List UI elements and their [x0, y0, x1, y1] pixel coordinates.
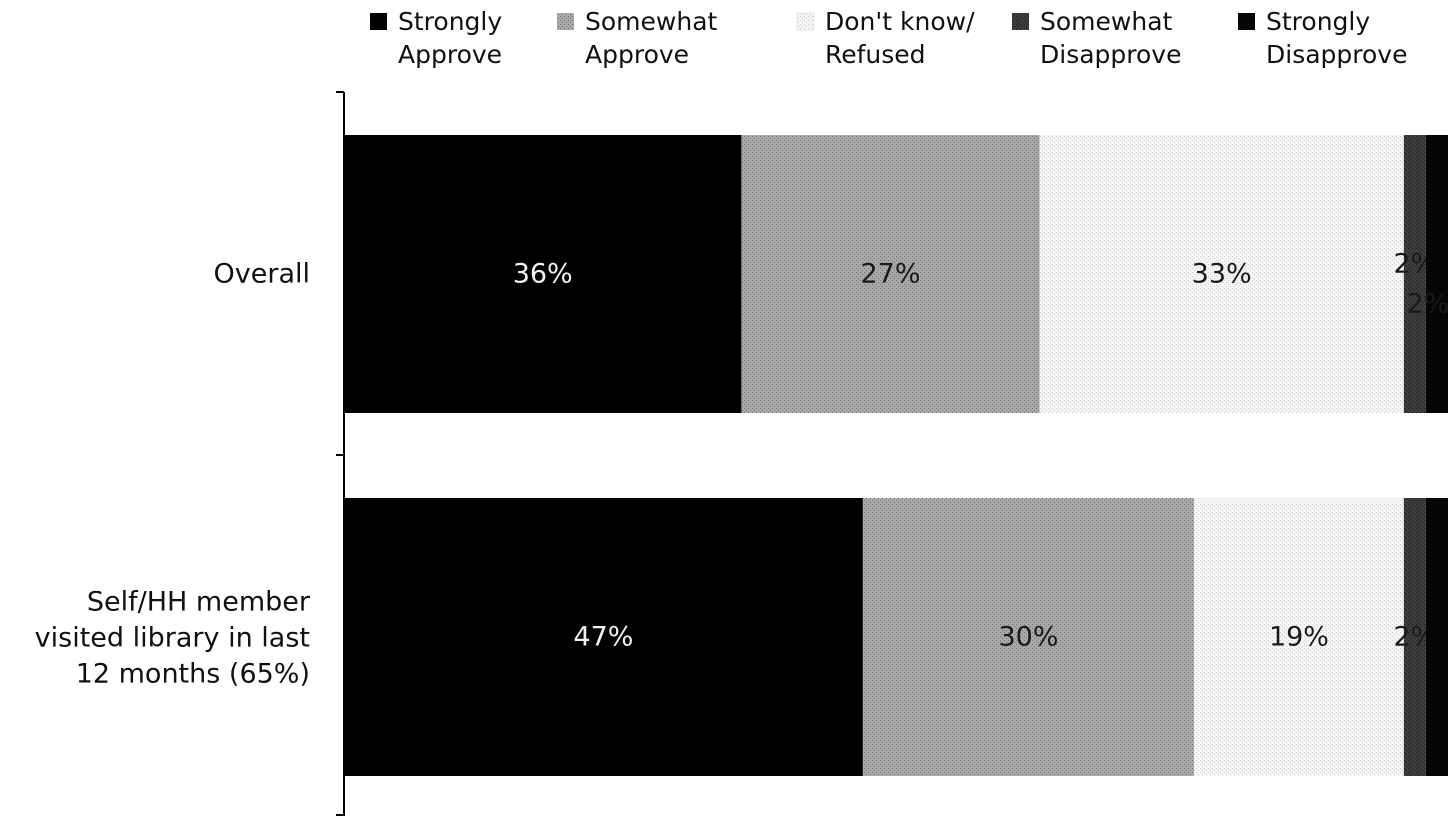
- data-label: 27%: [860, 259, 920, 290]
- category-axis: Overall Self/HH member visited library in …: [35, 91, 345, 816]
- legend-label: Strongly: [398, 7, 502, 36]
- data-label: 47%: [573, 622, 633, 653]
- category-label: Self/HH member visited library in last 12 …: [35, 587, 311, 690]
- plot-area: 36% 27% 33% 2%2%47% 30% 19% 2%: [344, 135, 1448, 776]
- legend-item: Somewhat Disapprove: [1012, 7, 1181, 69]
- data-label: 2%: [1407, 289, 1448, 320]
- bar-segment: [344, 135, 742, 413]
- legend-swatch: [1238, 13, 1255, 30]
- legend-item: Strongly Approve: [370, 7, 502, 69]
- data-label: 33%: [1192, 259, 1252, 290]
- bar-segment: [344, 498, 863, 776]
- bar-segment: [741, 135, 1040, 413]
- legend-item: Somewhat Approve: [557, 7, 718, 69]
- legend-label: Somewhat: [1040, 7, 1173, 36]
- legend-swatch: [370, 13, 387, 30]
- legend-label: Refused: [825, 40, 926, 69]
- category-label-line: visited library in last: [35, 623, 310, 654]
- legend-label: Disapprove: [1266, 40, 1407, 69]
- legend-item: Don't know/Refused: [796, 7, 975, 69]
- bar-segment: [1039, 135, 1404, 413]
- legend-label: Approve: [398, 40, 502, 69]
- bar-segment: [1403, 498, 1426, 776]
- legend: Strongly Approve Somewhat Approve Don't know…: [370, 7, 1407, 69]
- legend-swatch: [557, 13, 574, 30]
- legend-label: Somewhat: [585, 7, 718, 36]
- legend-label: Strongly: [1266, 7, 1370, 36]
- category-label-line: Overall: [214, 259, 311, 290]
- category-label-line: Self/HH member: [87, 587, 311, 618]
- legend-label: Approve: [585, 40, 689, 69]
- data-label: 19%: [1269, 622, 1329, 653]
- legend-label: Disapprove: [1040, 40, 1181, 69]
- bar-segment: [1194, 498, 1404, 776]
- data-label: 30%: [998, 622, 1058, 653]
- bar-segment: [1403, 135, 1426, 413]
- bar-segment: [862, 498, 1195, 776]
- bar-segment: [1425, 135, 1448, 413]
- legend-swatch: [1012, 13, 1029, 30]
- legend-label: Don't know/: [825, 7, 975, 36]
- legend-item: Strongly Disapprove: [1238, 7, 1407, 69]
- category-label-line: 12 months (65%): [76, 659, 310, 690]
- data-label: 36%: [513, 259, 573, 290]
- bar-segment: [1425, 498, 1448, 776]
- legend-swatch: [796, 12, 815, 31]
- category-label: Overall: [214, 259, 311, 290]
